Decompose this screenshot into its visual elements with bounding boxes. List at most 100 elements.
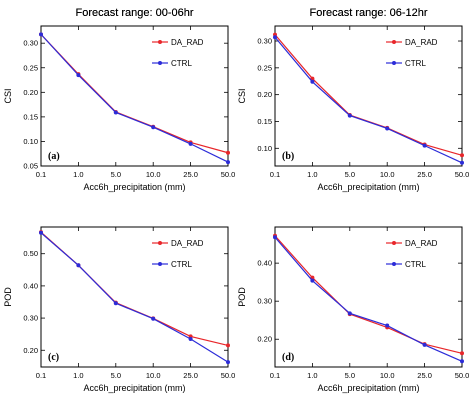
y-tick-label: 0.10 bbox=[257, 144, 272, 153]
x-tick-label: 25.0 bbox=[417, 170, 432, 179]
data-point bbox=[76, 73, 81, 78]
x-tick-label: 50.0 bbox=[221, 371, 236, 380]
x-axis-label: Acc6h_precipitation (mm) bbox=[317, 182, 419, 192]
y-tick-label: 0.15 bbox=[257, 117, 272, 126]
x-tick-label: 1.0 bbox=[73, 371, 83, 380]
y-tick-label: 0.10 bbox=[23, 137, 38, 146]
x-axis-label: Acc6h_precipitation (mm) bbox=[83, 182, 185, 192]
x-tick-label: 10.0 bbox=[146, 371, 161, 380]
chart-panel: Forecast range: 00-06hr 0.1 1.0 5.0 10.0 25.0… bbox=[3, 7, 235, 192]
data-point bbox=[226, 160, 230, 165]
series-line-da-rad bbox=[274, 235, 463, 354]
data-point bbox=[188, 337, 193, 341]
plot-frame bbox=[40, 25, 229, 167]
series-line-ctrl bbox=[40, 33, 229, 163]
data-point bbox=[347, 311, 352, 316]
legend-marker bbox=[392, 40, 396, 44]
plot-frame bbox=[274, 25, 463, 167]
data-point bbox=[273, 235, 277, 240]
x-tick-label: 5.0 bbox=[345, 170, 355, 179]
x-tick-label: 10.0 bbox=[380, 170, 395, 179]
y-tick-label: 0.20 bbox=[257, 335, 272, 344]
data-point bbox=[151, 316, 156, 321]
x-tick-label: 5.0 bbox=[345, 371, 355, 380]
x-tick-label: 0.1 bbox=[36, 170, 46, 179]
legend-marker bbox=[158, 40, 162, 44]
series-line-ctrl bbox=[40, 232, 229, 363]
data-point bbox=[347, 113, 352, 118]
data-point bbox=[113, 301, 118, 306]
data-point bbox=[273, 35, 277, 40]
y-tick-label: 0.30 bbox=[23, 314, 38, 323]
panel-label: (c) bbox=[48, 352, 59, 363]
data-point bbox=[76, 263, 81, 268]
legend-label: DA_RAD bbox=[405, 38, 438, 47]
y-tick-label: 0.25 bbox=[23, 63, 38, 72]
chart-title: Forecast range: 00-06hr bbox=[75, 7, 193, 19]
y-tick-label: 0.15 bbox=[23, 112, 38, 121]
data-point bbox=[188, 141, 193, 146]
data-point bbox=[460, 359, 464, 364]
panel-label: (d) bbox=[282, 352, 294, 363]
x-axis-label: Acc6h_precipitation (mm) bbox=[83, 383, 185, 393]
series-line-da-rad bbox=[40, 33, 229, 154]
y-tick-label: 0.20 bbox=[23, 346, 38, 355]
x-tick-label: 1.0 bbox=[307, 170, 317, 179]
chart-title: Forecast range: 00-06hr bbox=[75, 7, 193, 19]
data-point bbox=[151, 125, 156, 130]
x-tick-label: 50.0 bbox=[221, 170, 236, 179]
data-point bbox=[113, 110, 118, 115]
data-point bbox=[385, 126, 390, 131]
x-tick-label: 50.0 bbox=[455, 170, 470, 179]
chart-panel: Forecast range: 06-12hr 0.1 1.0 5.0 10.0 25.0… bbox=[237, 7, 469, 192]
data-point bbox=[226, 150, 230, 155]
legend-label: CTRL bbox=[171, 260, 192, 269]
y-tick-label: 0.20 bbox=[23, 88, 38, 97]
data-point bbox=[460, 351, 464, 356]
data-point bbox=[226, 360, 230, 365]
y-tick-label: 0.40 bbox=[23, 281, 38, 290]
series-line-da-rad bbox=[40, 231, 229, 347]
data-point bbox=[310, 76, 315, 81]
panel-label: (b) bbox=[282, 151, 294, 162]
legend-label: CTRL bbox=[405, 59, 426, 68]
x-tick-label: 10.0 bbox=[380, 371, 395, 380]
chart-panel: Forecast range: 00-06hr 0.1 1.0 5.0 10.0 25.0… bbox=[3, 7, 235, 393]
plot-frame bbox=[40, 226, 229, 368]
data-point bbox=[226, 343, 230, 348]
data-point bbox=[460, 160, 464, 165]
chart-title: Forecast range: 06-12hr bbox=[309, 7, 427, 19]
x-tick-label: 50.0 bbox=[455, 371, 470, 380]
x-tick-label: 0.1 bbox=[36, 371, 46, 380]
data-point bbox=[422, 342, 427, 347]
y-axis-label: POD bbox=[237, 287, 247, 307]
x-axis-label: Acc6h_precipitation (mm) bbox=[317, 383, 419, 393]
legend-label: CTRL bbox=[405, 260, 426, 269]
data-point bbox=[39, 32, 43, 37]
plot-frame bbox=[274, 226, 463, 368]
x-tick-label: 25.0 bbox=[183, 170, 198, 179]
panel-label: (a) bbox=[48, 151, 60, 162]
y-tick-label: 0.30 bbox=[257, 37, 272, 46]
y-tick-label: 0.50 bbox=[23, 249, 38, 258]
x-tick-label: 5.0 bbox=[111, 170, 121, 179]
data-point bbox=[39, 230, 43, 235]
y-tick-label: 0.40 bbox=[257, 259, 272, 268]
legend-label: DA_RAD bbox=[405, 239, 438, 248]
y-tick-label: 0.05 bbox=[23, 162, 38, 171]
chart-title: Forecast range: 06-12hr bbox=[309, 7, 427, 19]
legend-marker bbox=[392, 61, 396, 65]
data-point bbox=[422, 143, 427, 148]
series-line-ctrl bbox=[274, 36, 463, 164]
x-tick-label: 25.0 bbox=[417, 371, 432, 380]
legend-marker bbox=[158, 262, 162, 266]
x-tick-label: 10.0 bbox=[146, 170, 161, 179]
y-tick-label: 0.20 bbox=[257, 90, 272, 99]
legend-label: DA_RAD bbox=[171, 38, 204, 47]
y-tick-label: 0.30 bbox=[257, 297, 272, 306]
x-tick-label: 5.0 bbox=[111, 371, 121, 380]
y-axis-label: CSI bbox=[237, 88, 247, 103]
data-point bbox=[310, 278, 315, 283]
x-tick-label: 25.0 bbox=[183, 371, 198, 380]
